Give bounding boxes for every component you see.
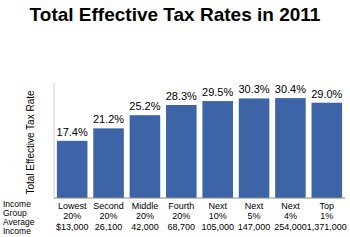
bar [93, 128, 124, 198]
data-label: 30.4% [275, 83, 306, 95]
data-label: 29.5% [202, 86, 233, 98]
y-axis-label: Total Effective Tax Rate [25, 90, 36, 195]
title: Total Effective Tax Rates in 2011 [30, 4, 321, 25]
x-tick-label: Middle20% [132, 201, 159, 221]
data-label: 30.3% [238, 83, 269, 95]
income-label: 42,000 [131, 222, 159, 232]
y-axis-line [54, 83, 55, 198]
x-tick-label: Next4% [281, 201, 300, 221]
row-label: AverageIncome [3, 217, 35, 236]
x-tick-label: Next10% [208, 201, 227, 221]
income-label: 68,700 [168, 222, 196, 232]
data-label: 25.2% [129, 100, 160, 112]
bars [57, 98, 342, 198]
chart: Total Effective Tax Rates in 2011 Total E… [0, 0, 350, 237]
income-label: 147,000 [238, 222, 271, 232]
x-tick-label: Next5% [245, 201, 264, 221]
x-tick-label: Fourth20% [168, 201, 194, 221]
bar [130, 115, 161, 198]
data-label: 21.2% [93, 113, 124, 125]
income-label: 1,371,000 [307, 222, 347, 232]
data-label: 28.3% [166, 90, 197, 102]
x-tick-label: Top1% [320, 201, 335, 221]
bar [57, 141, 88, 198]
income-label: $13,000 [56, 222, 89, 232]
bar [239, 98, 270, 198]
bar [312, 103, 343, 198]
data-label: 17.4% [57, 126, 88, 138]
income-label: 26,100 [95, 222, 123, 232]
income-label: 254,000 [274, 222, 307, 232]
x-tick-label: Second20% [93, 201, 124, 221]
bar [166, 105, 197, 198]
bar [275, 98, 306, 198]
x-tick-label: Lowest20% [58, 201, 87, 221]
income-label: 105,000 [201, 222, 234, 232]
bar [202, 101, 233, 198]
x-axis-line [54, 198, 345, 199]
row-label: IncomeGroup [3, 199, 31, 218]
data-label: 29.0% [311, 88, 342, 100]
